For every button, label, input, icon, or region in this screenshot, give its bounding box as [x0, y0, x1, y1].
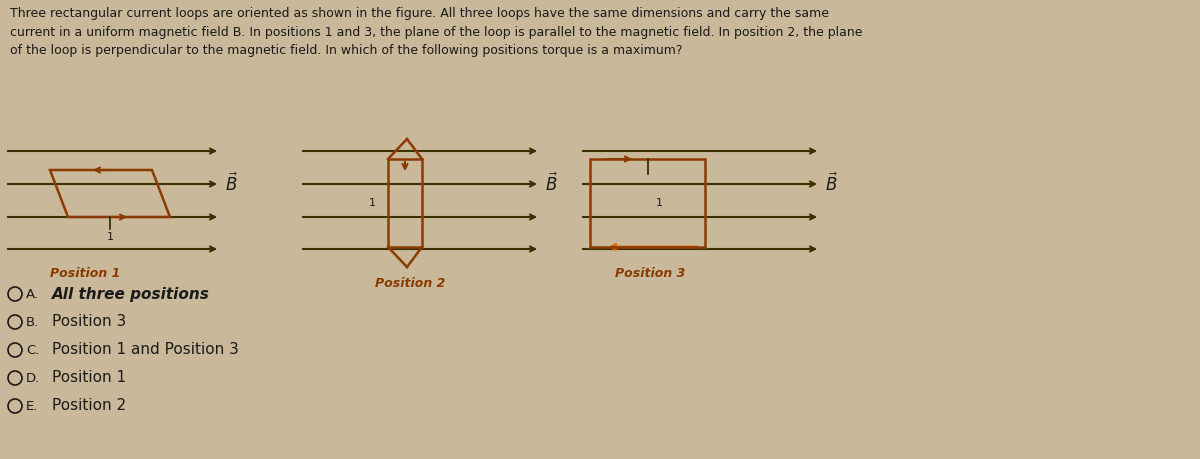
Text: B.: B. [26, 315, 40, 329]
Text: 1: 1 [370, 198, 376, 208]
Text: $\vec{B}$: $\vec{B}$ [226, 173, 239, 195]
Text: Position 2: Position 2 [374, 277, 445, 290]
Text: Position 1: Position 1 [50, 267, 120, 280]
Text: C.: C. [26, 343, 40, 357]
Bar [590, 159, 706, 247]
Bar [388, 159, 422, 247]
Text: Three rectangular current loops are oriented as shown in the figure. All three l: Three rectangular current loops are orie… [10, 7, 863, 57]
Text: E.: E. [26, 399, 38, 413]
Text: 1: 1 [655, 198, 662, 208]
Text: All three positions: All three positions [52, 286, 210, 302]
Text: Position 3: Position 3 [614, 267, 685, 280]
Text: Position 1 and Position 3: Position 1 and Position 3 [52, 342, 239, 358]
Text: A.: A. [26, 287, 38, 301]
Text: Position 1: Position 1 [52, 370, 126, 386]
Text: D.: D. [26, 371, 41, 385]
Text: Position 3: Position 3 [52, 314, 126, 330]
Text: Position 2: Position 2 [52, 398, 126, 414]
Text: 1: 1 [107, 232, 114, 242]
Text: $\vec{B}$: $\vec{B}$ [545, 173, 558, 195]
Text: $\vec{B}$: $\vec{B}$ [826, 173, 839, 195]
